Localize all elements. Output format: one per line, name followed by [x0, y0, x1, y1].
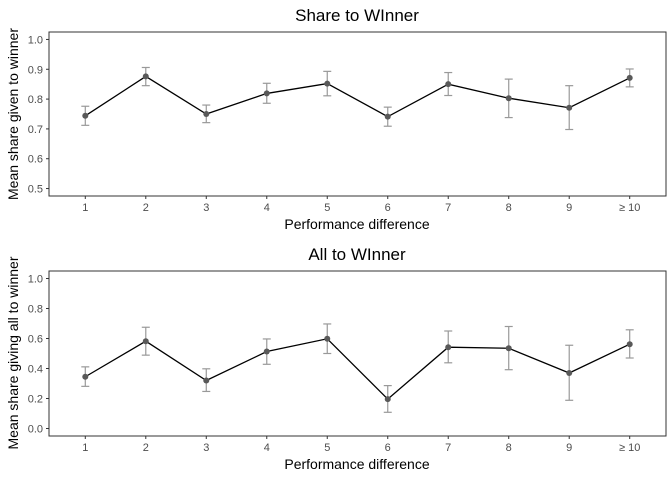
x-tick-label: 2 — [143, 442, 149, 454]
x-tick-label: 4 — [264, 202, 270, 214]
y-tick-label: 0.0 — [28, 424, 43, 436]
panel-share-to-winner: Share to WInner 0.5 0.6 0.7 0.8 0.9 1.0 1 2 3 4 5… — [5, 6, 667, 232]
x-tick-label: ≥ 10 — [619, 202, 640, 214]
y-axis: 0.5 0.6 0.7 0.8 0.9 1.0 — [28, 34, 49, 196]
data-point — [324, 80, 331, 87]
y-axis-title: Mean share given to winner — [5, 28, 21, 200]
plot-panel — [48, 31, 667, 197]
data-point — [626, 74, 633, 81]
x-tick-label: ≥ 10 — [619, 442, 640, 454]
panel-all-to-winner: All to WInner 0.0 0.2 0.4 0.6 0.8 1.0 1 2 3 4 5 6 7… — [5, 245, 667, 472]
data-point — [142, 73, 149, 80]
y-tick-label: 0.5 — [28, 184, 43, 196]
data-point — [445, 344, 452, 351]
y-tick-label: 0.8 — [28, 304, 43, 316]
data-point — [384, 396, 391, 403]
x-tick-label: 4 — [264, 442, 270, 454]
chart-title: Share to WInner — [295, 6, 419, 25]
x-tick-label: 7 — [445, 442, 451, 454]
x-tick-label: 6 — [385, 202, 391, 214]
x-tick-label: 7 — [445, 202, 451, 214]
data-point — [82, 373, 89, 380]
y-tick-label: 0.9 — [28, 64, 43, 76]
data-point — [263, 348, 270, 355]
data-point — [566, 104, 573, 111]
series-marks — [81, 323, 634, 413]
x-tick-label: 9 — [566, 202, 572, 214]
data-point — [505, 95, 512, 102]
x-tick-label: 5 — [324, 202, 330, 214]
series-line — [84, 75, 630, 118]
data-point — [142, 338, 149, 345]
data-point — [626, 341, 633, 348]
x-tick-label: 5 — [324, 442, 330, 454]
y-tick-label: 0.6 — [28, 334, 43, 346]
data-point — [324, 335, 331, 342]
x-axis: 1 2 3 4 5 6 7 8 9 ≥ 10 — [82, 196, 640, 214]
y-tick-label: 0.2 — [28, 394, 43, 406]
plot-panel — [48, 270, 667, 437]
series-line — [84, 338, 630, 400]
y-tick-label: 0.7 — [28, 124, 43, 136]
x-tick-label: 8 — [506, 442, 512, 454]
x-axis-title: Performance difference — [284, 456, 429, 472]
x-axis: 1 2 3 4 5 6 7 8 9 ≥ 10 — [82, 436, 640, 454]
x-axis-title: Performance difference — [284, 216, 429, 232]
y-tick-label: 0.4 — [28, 364, 43, 376]
data-point — [203, 111, 210, 117]
data-point — [203, 377, 210, 384]
x-tick-label: 1 — [82, 442, 88, 454]
data-point — [82, 112, 89, 119]
data-point — [263, 90, 270, 97]
x-tick-label: 9 — [566, 442, 572, 454]
y-axis: 0.0 0.2 0.4 0.6 0.8 1.0 — [28, 274, 49, 436]
y-tick-label: 0.6 — [28, 154, 43, 166]
y-tick-label: 1.0 — [28, 34, 43, 46]
series-marks — [81, 66, 634, 131]
data-point — [505, 345, 512, 352]
x-tick-label: 3 — [203, 202, 209, 214]
chart-title: All to WInner — [308, 245, 406, 264]
data-point — [384, 113, 391, 120]
y-axis-title: Mean share giving all to winner — [5, 256, 21, 449]
data-point — [445, 81, 452, 88]
x-tick-label: 2 — [143, 202, 149, 214]
y-tick-label: 1.0 — [28, 274, 43, 286]
x-tick-label: 8 — [506, 202, 512, 214]
y-tick-label: 0.8 — [28, 94, 43, 106]
x-tick-label: 6 — [385, 442, 391, 454]
data-point — [566, 370, 573, 376]
x-tick-label: 1 — [82, 202, 88, 214]
x-tick-label: 3 — [203, 442, 209, 454]
